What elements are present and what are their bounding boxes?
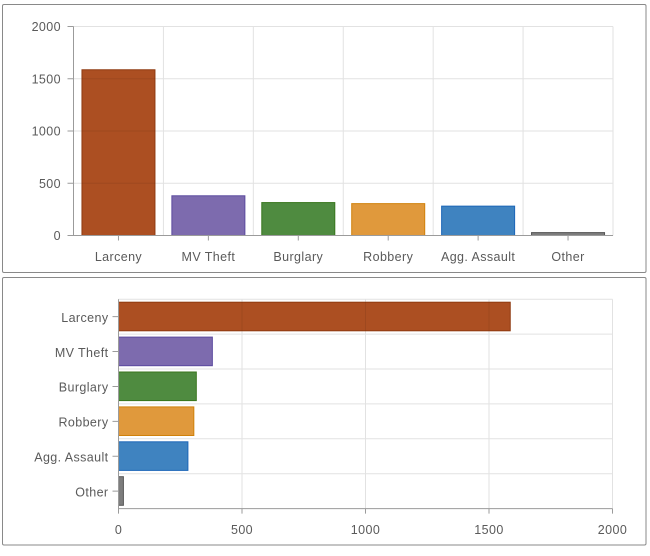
svg-text:MV Theft: MV Theft bbox=[55, 346, 109, 360]
svg-text:Burglary: Burglary bbox=[59, 381, 109, 395]
svg-text:500: 500 bbox=[231, 523, 253, 537]
svg-text:MV Theft: MV Theft bbox=[182, 250, 236, 264]
svg-text:Other: Other bbox=[75, 485, 108, 499]
svg-text:Agg. Assault: Agg. Assault bbox=[34, 450, 108, 464]
svg-text:Larceny: Larceny bbox=[95, 250, 143, 264]
svg-text:Burglary: Burglary bbox=[273, 250, 323, 264]
svg-text:500: 500 bbox=[39, 177, 61, 191]
svg-text:2000: 2000 bbox=[598, 523, 627, 537]
svg-text:Agg. Assault: Agg. Assault bbox=[441, 250, 515, 264]
svg-text:1000: 1000 bbox=[351, 523, 380, 537]
svg-text:1500: 1500 bbox=[474, 523, 503, 537]
svg-text:1000: 1000 bbox=[32, 125, 61, 139]
svg-text:1500: 1500 bbox=[32, 72, 61, 86]
svg-text:Robbery: Robbery bbox=[363, 250, 413, 264]
svg-text:0: 0 bbox=[54, 229, 61, 243]
svg-text:2000: 2000 bbox=[32, 20, 61, 34]
svg-text:Larceny: Larceny bbox=[61, 311, 109, 325]
svg-text:0: 0 bbox=[115, 523, 122, 537]
svg-text:Robbery: Robbery bbox=[58, 416, 108, 430]
svg-text:Other: Other bbox=[551, 250, 584, 264]
